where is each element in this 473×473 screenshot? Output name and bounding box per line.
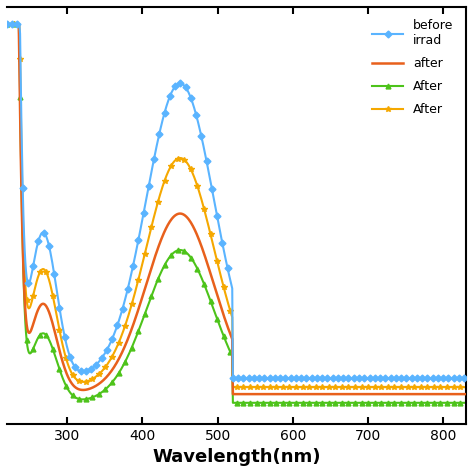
before
irrad [230, 376, 236, 381]
after [116, 355, 122, 361]
After [362, 400, 368, 406]
After [463, 385, 469, 390]
After [133, 333, 139, 339]
After [4, 21, 10, 27]
Line: After: After [4, 22, 469, 390]
After [463, 400, 469, 406]
after [306, 391, 312, 397]
After [116, 369, 122, 375]
before
irrad [4, 21, 10, 27]
After [362, 385, 368, 390]
after [133, 313, 139, 318]
After [116, 339, 122, 344]
After [306, 385, 312, 390]
After [230, 400, 236, 406]
After [133, 285, 139, 290]
after [419, 391, 424, 397]
Line: before
irrad: before irrad [5, 22, 468, 381]
before
irrad [116, 317, 122, 323]
after [230, 391, 236, 397]
After [4, 21, 10, 27]
After [419, 385, 424, 390]
After [149, 291, 155, 297]
before
irrad [133, 247, 139, 253]
After [306, 400, 312, 406]
After [149, 221, 155, 227]
before
irrad [362, 376, 368, 381]
after [362, 391, 368, 397]
after [463, 391, 469, 397]
X-axis label: Wavelength(nm): Wavelength(nm) [152, 448, 321, 466]
After [419, 400, 424, 406]
before
irrad [419, 376, 424, 381]
before
irrad [149, 166, 155, 171]
Legend: before
irrad, after, After, After: before irrad, after, After, After [366, 13, 460, 123]
before
irrad [306, 376, 312, 381]
After [230, 385, 236, 390]
Line: After: After [5, 22, 468, 405]
Line: after: after [7, 24, 466, 394]
after [149, 263, 155, 269]
before
irrad [463, 376, 469, 381]
after [4, 21, 10, 27]
